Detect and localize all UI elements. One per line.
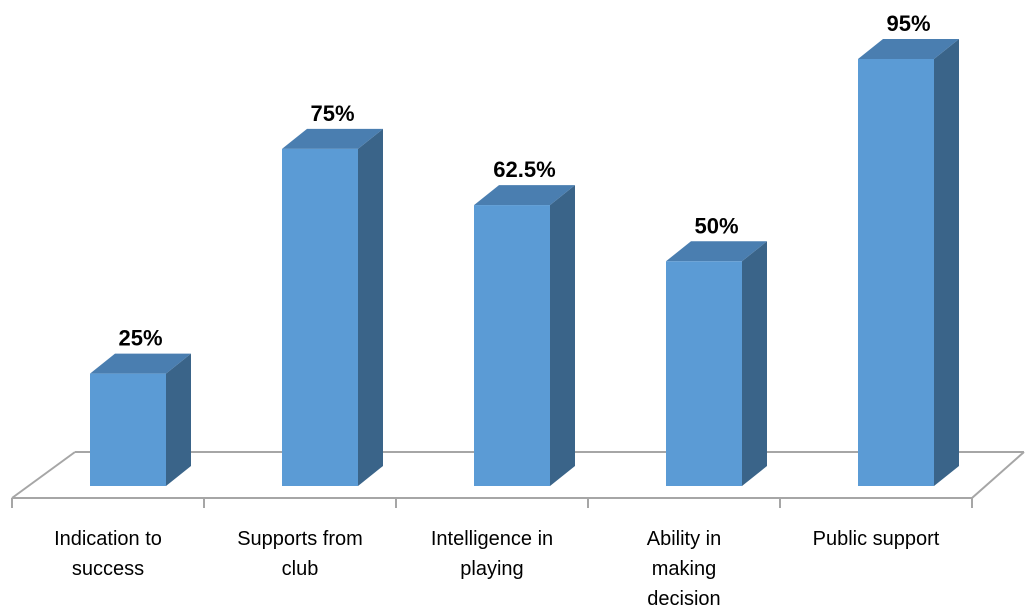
bar-front-face: [90, 373, 166, 486]
bar: [666, 241, 767, 486]
floor-right-edge: [971, 451, 1025, 499]
bar-front-face: [666, 261, 742, 486]
category-label-line: Supports from: [237, 528, 363, 550]
bar-top-face: [474, 185, 575, 206]
bar-front-face: [282, 148, 358, 487]
data-label: 25%: [118, 326, 162, 351]
bar-front-face: [858, 59, 934, 486]
bar-front-face: [474, 205, 550, 486]
category-label: Ability in making decision: [647, 528, 721, 609]
category-label-line: Ability in: [647, 528, 721, 550]
category-label-line: Indication to: [54, 528, 162, 550]
bar-top-face: [90, 353, 191, 374]
category-label-line: playing: [460, 558, 523, 580]
bar-top-face: [858, 39, 959, 59]
bar-side-face: [742, 241, 767, 486]
bar: [90, 353, 191, 486]
bar: [282, 128, 383, 487]
data-label: 50%: [694, 213, 738, 238]
category-label-line: making: [652, 558, 716, 580]
category-label: Indication to success: [54, 528, 162, 580]
category-label: Supports from club: [237, 528, 363, 580]
bar-side-face: [358, 128, 383, 487]
bar-side-face: [934, 39, 959, 486]
category-labels-group: Indication to success Supports from club Int…: [54, 528, 940, 609]
floor-left-edge: [11, 451, 76, 499]
category-label: Intelligence in playing: [431, 528, 553, 580]
category-label-line: Intelligence in: [431, 528, 553, 550]
bar: [858, 39, 959, 486]
bar: [474, 185, 575, 486]
category-label: Public support: [813, 528, 940, 550]
data-labels-group: 25% 75% 62.5% 50% 95%: [118, 11, 930, 351]
data-label: 75%: [310, 101, 354, 126]
bar-top-face: [282, 128, 383, 149]
data-label: 95%: [886, 11, 930, 36]
category-label-line: Public support: [813, 528, 940, 550]
category-label-line: success: [72, 558, 144, 580]
bar-side-face: [550, 185, 575, 486]
bars-group: [90, 39, 959, 487]
data-label: 62.5%: [493, 157, 555, 182]
bar-top-face: [666, 241, 767, 262]
category-label-line: club: [282, 558, 319, 580]
bar-side-face: [166, 353, 191, 486]
category-label-line: decision: [647, 588, 720, 609]
